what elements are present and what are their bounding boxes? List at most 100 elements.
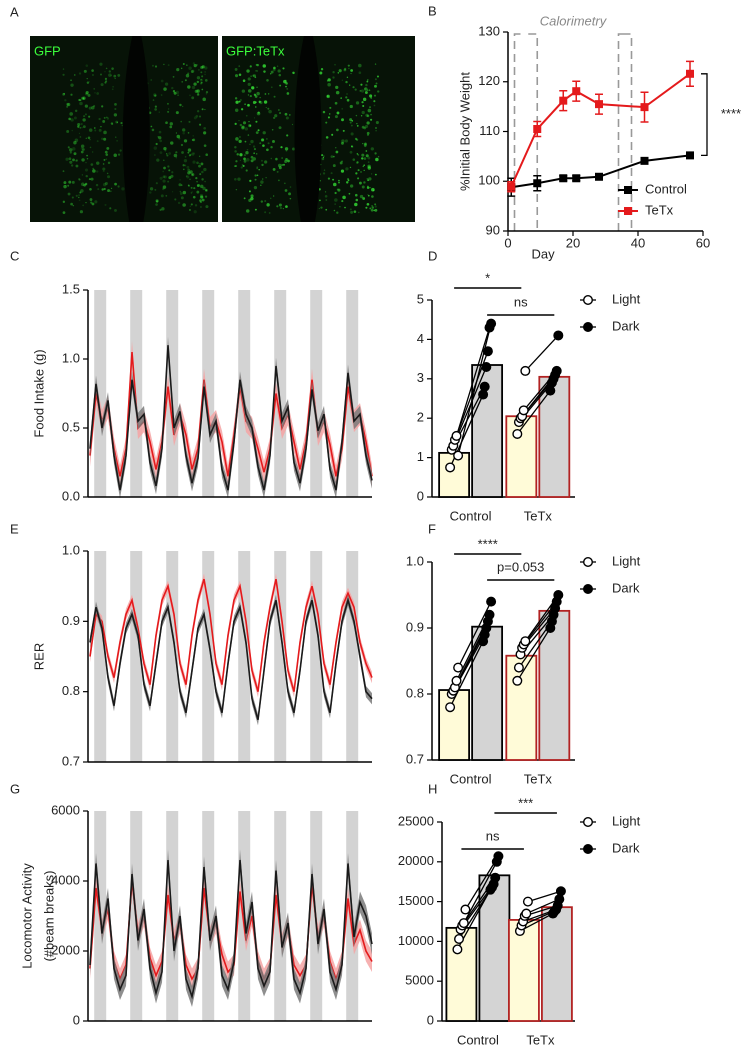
cell-dot (365, 150, 368, 152)
cell-dot (245, 151, 249, 155)
cell-dot (165, 194, 168, 197)
cell-dot (85, 92, 89, 96)
cell-dot (259, 96, 261, 99)
cell-dot (104, 203, 107, 206)
cell-dot (341, 141, 344, 145)
cell-dot (175, 157, 178, 159)
cell-dot (349, 118, 353, 122)
cell-dot (74, 109, 78, 113)
cell-dot (196, 80, 200, 84)
cell-dot (234, 165, 236, 167)
cell-dot (355, 198, 359, 202)
cell-dot (67, 192, 71, 196)
y-tick-label: 4000 (51, 872, 80, 887)
cell-dot (357, 154, 360, 156)
y-tick-label: 5000 (405, 973, 434, 988)
y-tick-label: 120 (478, 73, 500, 88)
y-tick-label: 15000 (398, 893, 434, 908)
cell-dot (287, 159, 290, 163)
cell-dot (192, 138, 196, 142)
cell-dot (73, 141, 77, 145)
cell-dot (250, 159, 254, 163)
cell-dot (104, 77, 108, 81)
cell-dot (85, 183, 88, 186)
cell-dot (188, 120, 191, 123)
cell-dot (277, 163, 282, 168)
cell-dot (199, 199, 202, 202)
cell-dot (347, 64, 350, 67)
cell-dot (80, 189, 84, 193)
cell-dot (113, 113, 118, 117)
cell-dot (245, 114, 248, 117)
cell-dot (360, 83, 363, 86)
cell-dot (87, 136, 91, 140)
cell-dot (189, 205, 192, 207)
cell-dot (278, 203, 282, 207)
cell-dot (340, 97, 342, 99)
bar (541, 906, 573, 1022)
cell-dot (357, 169, 360, 172)
pair-line (526, 898, 560, 915)
cell-dot (350, 72, 352, 75)
cell-dot (341, 160, 343, 163)
cell-dot (162, 175, 166, 179)
cell-dot (184, 79, 187, 82)
cell-dot (200, 79, 202, 81)
cell-dot (190, 186, 193, 189)
cell-dot (78, 98, 81, 102)
cell-dot (62, 170, 65, 173)
x-tick-label: Control (457, 1032, 499, 1047)
dark-period (274, 290, 287, 497)
cell-dot (70, 79, 72, 82)
x-tick-label: Control (450, 508, 492, 523)
cell-dot (187, 151, 190, 154)
cell-dot (168, 169, 171, 172)
cell-dot (270, 197, 272, 200)
cell-dot (284, 182, 286, 185)
cell-dot (334, 115, 338, 119)
cell-dot (256, 111, 261, 116)
cell-dot (179, 192, 183, 195)
cell-dot (196, 64, 198, 66)
cell-dot (79, 99, 82, 102)
pair-line (463, 861, 498, 924)
legend-label: Dark (612, 318, 640, 333)
legend-marker (624, 207, 632, 215)
x-tick-label: 0 (504, 235, 511, 250)
cell-dot (364, 87, 368, 91)
legend-label: Dark (612, 840, 640, 855)
cell-dot (88, 81, 90, 83)
cell-dot (70, 202, 73, 206)
y-tick-label: 130 (478, 23, 500, 38)
cell-dot (279, 206, 283, 210)
cell-dot (243, 154, 246, 157)
cell-dot (247, 103, 250, 107)
cell-dot (273, 66, 276, 70)
cell-dot (368, 177, 372, 181)
cell-dot (367, 166, 371, 170)
dark-period (94, 290, 107, 497)
y-tick-label: 1 (417, 449, 424, 464)
cell-dot (178, 183, 182, 187)
cell-dot (329, 113, 331, 115)
data-point (445, 702, 456, 713)
cell-dot (191, 191, 193, 193)
data-point (482, 346, 493, 357)
cell-dot (338, 69, 342, 73)
cell-dot (155, 199, 159, 203)
cell-dot (235, 165, 237, 167)
cell-dot (375, 82, 378, 85)
cell-dot (86, 154, 88, 157)
cell-dot (345, 96, 348, 99)
cell-dot (235, 100, 239, 104)
y-tick-label: 3 (417, 370, 424, 385)
cell-dot (349, 166, 352, 169)
cell-dot (120, 121, 123, 125)
significance: **** (478, 536, 498, 551)
cell-dot (107, 161, 111, 165)
y-tick-label: 2 (417, 410, 424, 425)
y-tick-label: 0.9 (406, 619, 424, 634)
pair-line (457, 323, 492, 456)
cell-dot (344, 139, 348, 143)
cell-dot (175, 90, 180, 95)
